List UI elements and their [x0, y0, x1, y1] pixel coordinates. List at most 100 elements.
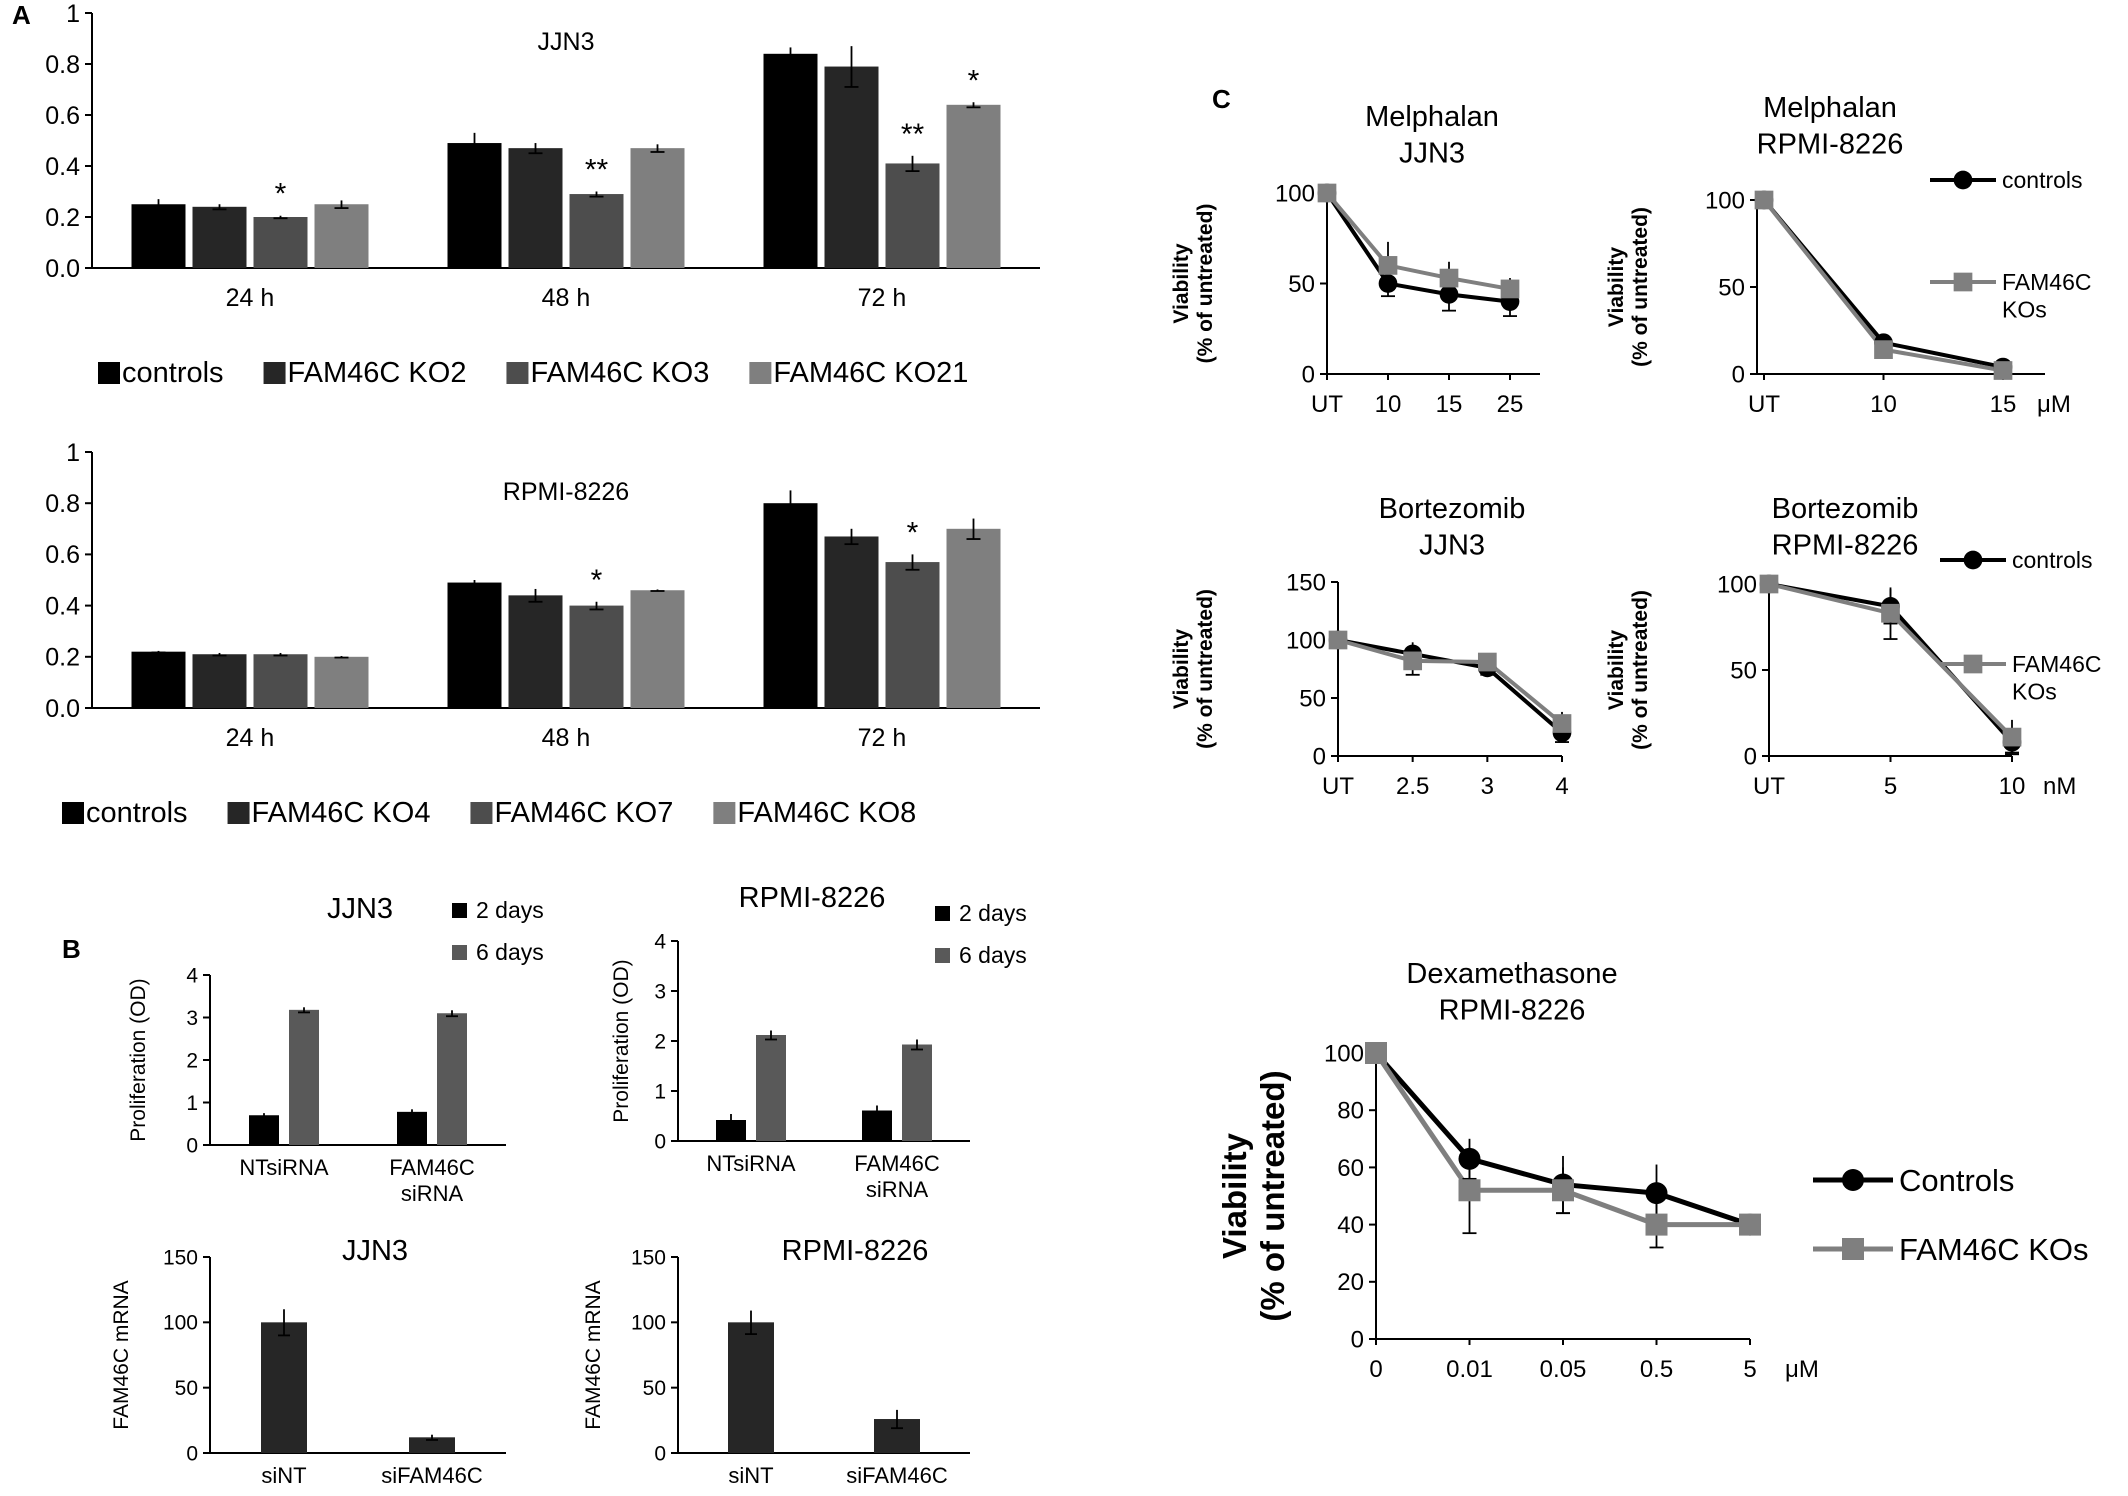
- legend-label: controls: [122, 357, 224, 389]
- data-point: [1993, 361, 2013, 380]
- bar: [824, 536, 879, 708]
- bar: [131, 204, 186, 268]
- y-tick-label: 0.0: [45, 695, 80, 723]
- legend-marker: [1953, 170, 1973, 190]
- y-axis-label: FAM46C mRNA: [110, 1280, 133, 1429]
- x-tick-label: 24 h: [226, 284, 275, 312]
- y-tick-label: 50: [1288, 271, 1315, 298]
- bar: [409, 1437, 455, 1453]
- x-tick-label: 5: [1743, 1356, 1756, 1383]
- x-tick-label: 25: [1497, 391, 1524, 418]
- y-tick-label: 50: [643, 1377, 666, 1400]
- y-axis-label: Viability: [1170, 629, 1193, 709]
- y-tick-label: 0.6: [45, 541, 80, 569]
- bar: [261, 1322, 307, 1453]
- chart-c2-melphalan-rpmi: 0 50 100 UT 10 15 μM Melphalan RPMI-8226 Viabilit…: [1605, 92, 2092, 418]
- chart-c3-bortezomib-jjn3: 0 50 100 150 UT 2.5 3 4 Bortezomib JJN3 Viability(…: [1170, 493, 1572, 800]
- y-tick-label: 0: [186, 1442, 198, 1465]
- y-axis-label: (% of untreated): [1629, 207, 1652, 367]
- chart-c5-dexamethasone-rpmi: 0 20 40 60 80 100 0 0.01 0.05 0.5 5 μM Dexamethasone…: [1216, 958, 2088, 1383]
- y-axis-label: Viability: [1605, 630, 1628, 710]
- legend-label: FAM46C KO21: [773, 357, 968, 389]
- data-point: [1328, 630, 1348, 650]
- chart-title: RPMI-8226: [503, 478, 629, 506]
- bar: [289, 1009, 319, 1145]
- data-point: [1458, 1179, 1481, 1202]
- bar: [437, 1013, 467, 1145]
- y-tick-label: 0: [1313, 743, 1326, 770]
- bar: [253, 217, 308, 268]
- series-line: [1337, 638, 1564, 735]
- data-point: [1881, 603, 1900, 623]
- x-tick-label: 24 h: [226, 724, 275, 752]
- legend-label: FAM46C: [2002, 269, 2091, 295]
- data-point: [1759, 574, 1779, 594]
- legend-label: 2 days: [959, 900, 1027, 926]
- series-line: [1325, 191, 1511, 304]
- y-tick-label: 0.2: [45, 204, 80, 232]
- chart-title: JJN3: [342, 1235, 408, 1267]
- chart-title-line: RPMI-8226: [1757, 128, 1904, 160]
- data-point: [1645, 1182, 1668, 1205]
- panel-label-b: B: [62, 934, 81, 964]
- y-axis-label: (% of untreated): [1194, 204, 1217, 364]
- significance-marker: *: [968, 64, 980, 97]
- bar: [569, 194, 624, 268]
- y-tick-label: 100: [1286, 627, 1326, 654]
- x-tick-label: 72 h: [858, 284, 907, 312]
- legend-label: FAM46C KOs: [1899, 1232, 2089, 1267]
- legend-marker: [1953, 272, 1973, 292]
- y-tick-label: 0: [186, 1134, 198, 1157]
- bar: [824, 66, 879, 268]
- y-tick-label: 100: [631, 1312, 666, 1335]
- y-tick-label: 60: [1337, 1155, 1364, 1182]
- data-point: [2002, 727, 2022, 747]
- y-tick-label: 100: [163, 1312, 198, 1335]
- x-tick-label: 2.5: [1396, 773, 1429, 800]
- legend-label: FAM46C KO2: [288, 357, 467, 389]
- legend-swatch: [506, 362, 529, 384]
- data-point: [1645, 1213, 1668, 1236]
- chart-title-line: Melphalan: [1763, 92, 1897, 124]
- y-axis-label: (% of untreated): [1194, 589, 1217, 749]
- x-tick-label: 0.05: [1540, 1356, 1587, 1383]
- chart-title-line: Dexamethasone: [1406, 958, 1617, 990]
- y-tick-label: 100: [1324, 1040, 1364, 1067]
- y-tick-label: 0.4: [45, 592, 80, 620]
- y-tick-label: 150: [631, 1246, 666, 1269]
- bar: [885, 163, 940, 268]
- data-point: [1739, 1213, 1761, 1236]
- legend-swatch: [935, 948, 950, 963]
- data-point: [1365, 1042, 1387, 1064]
- data-point: [1378, 256, 1398, 275]
- data-point: [1317, 183, 1337, 203]
- chart-title-line: RPMI-8226: [1439, 994, 1586, 1026]
- y-axis-label: Viability: [1170, 243, 1193, 323]
- y-tick-label: 100: [1705, 187, 1745, 214]
- data-point: [1874, 340, 1893, 359]
- x-tick-label: 10: [1375, 391, 1402, 418]
- x-tick-label: 0.01: [1446, 1356, 1493, 1383]
- significance-marker: **: [901, 118, 925, 151]
- x-tick-label: FAM46C: [389, 1155, 475, 1180]
- bar: [314, 204, 369, 268]
- legend-swatch: [62, 802, 84, 824]
- legend-label: KOs: [2012, 679, 2057, 705]
- y-tick-label: 0.2: [45, 644, 80, 672]
- bar: [728, 1322, 774, 1453]
- legend-label: Controls: [1899, 1163, 2014, 1198]
- y-tick-label: 100: [1275, 180, 1315, 207]
- x-tick-label: UT: [1322, 773, 1354, 800]
- y-tick-label: 50: [1730, 657, 1757, 684]
- x-unit-label: μM: [1785, 1356, 1819, 1383]
- bar: [946, 104, 1001, 268]
- x-tick-label: FAM46C: [854, 1151, 940, 1176]
- x-tick-label: 3: [1481, 773, 1494, 800]
- bar: [902, 1044, 932, 1141]
- panel-label-c: C: [1212, 84, 1231, 114]
- x-tick-label: UT: [1753, 773, 1785, 800]
- x-tick-label: siFAM46C: [381, 1463, 483, 1488]
- y-axis-label: Viability: [1605, 247, 1628, 327]
- bar: [569, 605, 624, 708]
